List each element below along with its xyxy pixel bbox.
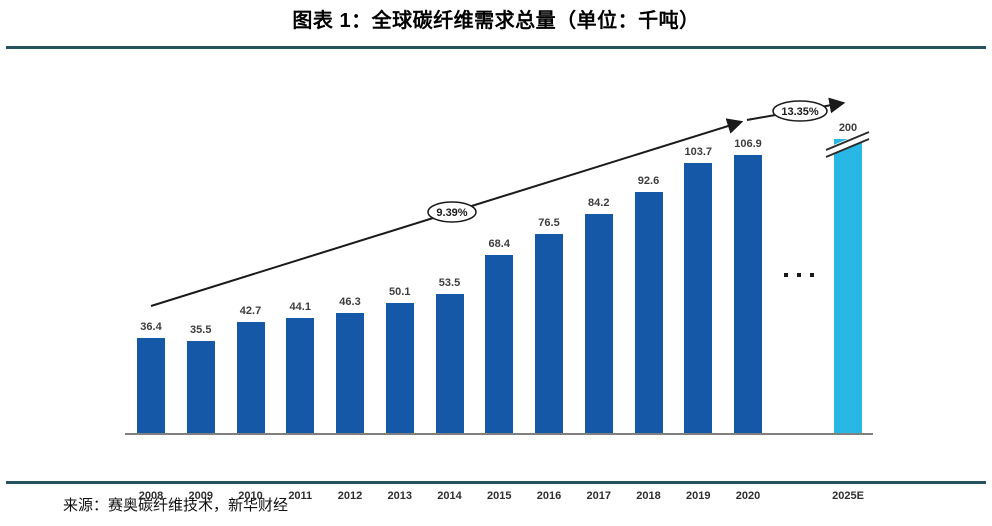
bar-2019 [684,163,713,433]
bar-value-label-2025E: 200 [838,122,858,134]
bar-value-label-2015: 68.4 [488,238,510,250]
x-axis-label-2016: 2016 [536,490,562,502]
bar-2017 [584,214,613,433]
x-axis-label-2014: 2014 [437,490,462,502]
bar-value-label-2009: 35.5 [190,324,212,336]
bar-value-label-2017: 84.2 [588,197,610,209]
bar-2020 [734,155,762,433]
bar-2016 [535,234,563,433]
x-axis-label-2018: 2018 [636,490,661,502]
bar-value-label-2010: 42.7 [239,305,262,317]
x-axis-label-2017: 2017 [586,490,611,502]
top-divider-rule [6,46,986,49]
x-axis-label-2010: 2010 [238,490,263,502]
bar-value-label-2012: 46.3 [339,296,361,308]
bar-value-label-2014: 53.5 [438,277,461,289]
bar-2013 [385,303,414,433]
chart-area: 36.4 2008 35.5 2009 42.7 2010 44.1 2011 46.3 2012… [0,50,992,502]
bar-2015 [485,255,514,433]
source-note: 来源：赛奥碳纤维技术，新华财经 [63,498,289,514]
bar-2011 [286,318,315,433]
x-axis-label-2009: 2009 [188,490,213,502]
bar-2010 [236,322,265,433]
bar-value-label-2013: 50.1 [389,286,411,298]
x-axis-label-2011: 2011 [288,490,313,502]
bar-2008 [137,338,165,433]
bar-value-label-2016: 76.5 [538,217,560,229]
x-axis-label-2019: 2019 [686,490,711,502]
x-axis-line [125,433,873,435]
bar-value-label-2008: 36.4 [140,321,162,333]
bar-2014 [435,294,464,433]
bar-2009 [186,341,215,433]
bar-value-label-2019: 103.7 [684,146,713,158]
bar-2018 [634,192,663,433]
x-axis-label-2025E: 2025E [832,490,864,502]
x-axis-label-2015: 2015 [487,490,512,502]
chart-title: 图表 1：全球碳纤维需求总量（单位：千吨） [292,10,700,32]
bar-value-label-2011: 44.1 [289,301,311,313]
bar-2025E [834,139,862,433]
x-axis-label-2020: 2020 [735,490,761,502]
x-axis-label-2008: 2008 [138,490,164,502]
x-axis-label-2012: 2012 [337,490,363,502]
x-axis-label-2013: 2013 [387,490,412,502]
bar-value-label-2018: 92.6 [637,175,660,187]
bar-2012 [336,313,364,433]
bottom-divider-rule [6,481,986,484]
bar-value-label-2020: 106.9 [734,138,762,150]
